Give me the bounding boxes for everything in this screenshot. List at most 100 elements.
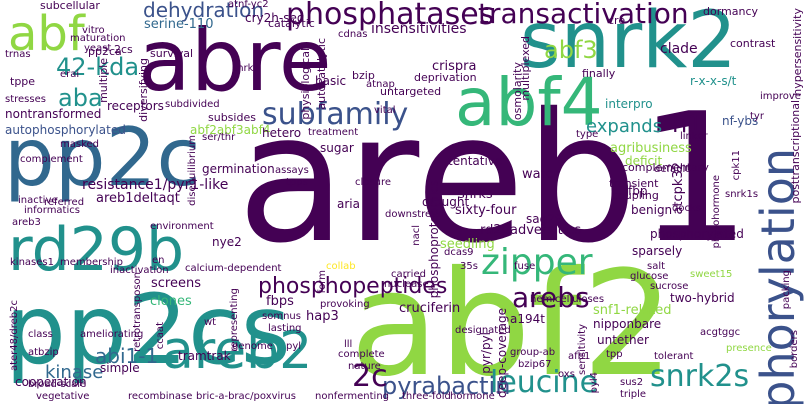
word-untether: untether bbox=[597, 333, 649, 347]
word-tentative: tentative bbox=[448, 154, 503, 168]
word-multiple: multiple bbox=[97, 58, 110, 103]
word-drought: drought bbox=[422, 195, 470, 209]
word-hemicelluloses: hemicelluloses bbox=[530, 294, 605, 305]
word-cpk11: cpk11 bbox=[731, 150, 742, 181]
word-bzip: bzip bbox=[352, 69, 375, 82]
word-resistance1-pyr1-like: resistance1/pyr1-like bbox=[82, 177, 229, 193]
word-finally: finally bbox=[582, 67, 616, 80]
word-inactivation: inactivation bbox=[110, 265, 169, 276]
word-phosphoproteomics: phosphoproteomics bbox=[427, 180, 441, 299]
word-calcium-dependent: calcium-dependent bbox=[185, 263, 282, 274]
word-leucine: leucine bbox=[490, 365, 599, 400]
word-carried: carried bbox=[391, 269, 426, 280]
word-wt: wt bbox=[204, 317, 217, 328]
word-collab: collab bbox=[326, 261, 356, 272]
word-sugar: sugar bbox=[320, 141, 354, 155]
word-agribusiness: agribusiness bbox=[610, 141, 692, 156]
word-downstream: downstream bbox=[385, 209, 448, 220]
word-serine-110: serine-110 bbox=[144, 17, 214, 32]
word-triple: triple bbox=[620, 389, 647, 400]
word-group-ab: group-ab bbox=[510, 347, 556, 358]
word-dormancy: dormancy bbox=[703, 5, 759, 18]
word-germination: germination bbox=[202, 162, 275, 176]
word-pyl: pyl bbox=[286, 341, 302, 352]
word-phosphatases: phosphatases bbox=[286, 0, 495, 32]
word-membership: membership bbox=[60, 257, 123, 268]
word-snrk: snrk bbox=[232, 63, 254, 74]
word-benign: benign bbox=[631, 203, 673, 217]
word-form: form bbox=[317, 270, 328, 294]
word-atnf-yc2: atnf-yc2 bbox=[228, 0, 269, 10]
word-type: type bbox=[576, 129, 599, 140]
word-expands: expands bbox=[586, 116, 663, 137]
word-screens: screens bbox=[151, 276, 201, 291]
word-two-hybrid: two-hybrid bbox=[670, 291, 735, 305]
word-sixty-four: sixty-four bbox=[455, 203, 517, 218]
word-sensitivity: sensitivity bbox=[577, 324, 588, 375]
word-presence: presence bbox=[726, 343, 772, 354]
word-masked: masked bbox=[60, 139, 100, 150]
word-clade: clade bbox=[660, 41, 698, 57]
word-deprivation: deprivation bbox=[414, 71, 477, 84]
word-sus2: sus2 bbox=[620, 377, 644, 388]
word-default: default bbox=[654, 164, 690, 175]
word-environment: environment bbox=[150, 221, 214, 232]
word-abf4: abf4 bbox=[455, 64, 603, 141]
word-class: class bbox=[28, 329, 53, 340]
word-pyr-pyl: pyr/pyl bbox=[479, 332, 493, 374]
word-coupling: coupling bbox=[612, 189, 659, 202]
word-zipper: zipper bbox=[481, 242, 593, 283]
word-deficit: deficit bbox=[625, 154, 663, 168]
word-inactive: inactive bbox=[18, 195, 58, 206]
word-snf1-related: snf1-related bbox=[593, 303, 672, 318]
word-crispra: crispra bbox=[432, 59, 477, 74]
word-subdivided: subdivided bbox=[165, 99, 220, 110]
word-seedling: seedling bbox=[440, 237, 495, 252]
word-insensitivities: insensitivities bbox=[371, 21, 467, 37]
word-posttranscriptional: posttranscriptional bbox=[789, 100, 802, 204]
word-2cs: 2cs bbox=[114, 43, 133, 56]
word-diversifying: diversifying bbox=[137, 58, 150, 122]
word-lll: lll bbox=[344, 339, 353, 350]
word-ameliorating: ameliorating bbox=[80, 329, 144, 340]
word-lasting: lasting bbox=[268, 323, 302, 334]
word-sucrose: sucrose bbox=[650, 281, 689, 292]
word-maturation: maturation bbox=[70, 33, 126, 44]
word-phosphorylated: phosphorylated bbox=[650, 227, 744, 241]
word-snrk1s: snrk1s bbox=[725, 189, 759, 200]
word-packing: packing bbox=[781, 270, 792, 310]
word-atbzip: atbzip bbox=[28, 347, 59, 358]
word-erai: erai bbox=[60, 69, 80, 80]
word-bric-a-brac-poxvirus: bric-a-brac/poxvirus bbox=[196, 391, 296, 402]
word-borders: borders bbox=[789, 330, 800, 369]
word-dcas9: dcas9 bbox=[444, 247, 474, 258]
word-abf: abf bbox=[8, 6, 85, 62]
word-r-x-x-s-t: r-x-x-s/t bbox=[690, 74, 737, 88]
word-three-fold: three-fold bbox=[402, 391, 451, 402]
word-phosphopeptides: phosphopeptides bbox=[258, 274, 448, 299]
word-docks: docks bbox=[672, 203, 701, 214]
word-hap3: hap3 bbox=[306, 309, 339, 324]
word-42-kda: 42-kda bbox=[56, 53, 140, 81]
word-pyl4: pyl4 bbox=[589, 372, 600, 394]
word-salt: salt bbox=[647, 261, 666, 272]
word-interpro: interpro bbox=[605, 97, 653, 111]
word-hormone: hormone bbox=[450, 391, 495, 402]
word-pp2cs: pp2cs bbox=[5, 274, 291, 386]
word-kinase: kinase bbox=[45, 362, 104, 383]
word-physiological: physiological bbox=[299, 48, 312, 120]
word-nye2: nye2 bbox=[212, 235, 242, 249]
word-referred: referred bbox=[44, 197, 85, 208]
word-subsides: subsides bbox=[208, 111, 256, 124]
word-receptors: receptors bbox=[107, 99, 164, 113]
word-somnus: somnus bbox=[262, 311, 301, 322]
word-nontransformed: nontransformed bbox=[5, 107, 102, 121]
word-cry2h-seq: cry2h-seq bbox=[245, 11, 305, 25]
word-phytohormone: phytohormone bbox=[711, 175, 722, 249]
word-abf3: abf3 bbox=[544, 36, 598, 64]
word-catalytic: catalytic bbox=[268, 17, 315, 30]
word-sparsely: sparsely bbox=[632, 244, 683, 258]
word-35s: 35s bbox=[460, 261, 478, 272]
word-2c: 2c bbox=[352, 359, 388, 394]
